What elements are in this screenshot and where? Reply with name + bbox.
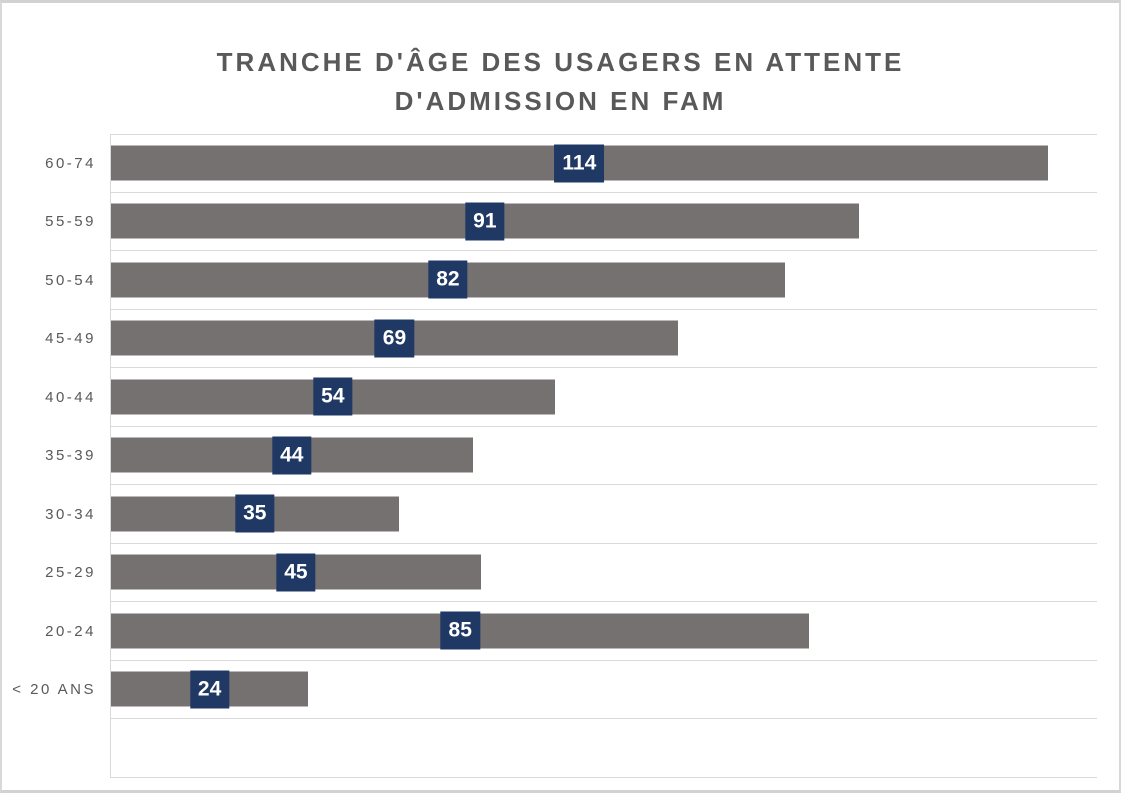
bar: 114 xyxy=(111,144,1048,183)
chart-title-line-2: D'ADMISSION EN FAM xyxy=(394,86,727,116)
plot-area: 60-74 114 55-59 91 50-54 82 45-49 69 40-44 54 35-3… xyxy=(2,134,1121,778)
value-label: 45 xyxy=(276,553,316,592)
bar: 45 xyxy=(111,553,481,592)
bar: 69 xyxy=(111,319,678,358)
bar-track: 91 xyxy=(110,192,1097,251)
category-label: 50-54 xyxy=(45,271,96,289)
rows: 60-74 114 55-59 91 50-54 82 45-49 69 40-44 54 35-3… xyxy=(2,134,1121,778)
value-label: 69 xyxy=(374,319,415,358)
value-label: 91 xyxy=(465,202,505,241)
value-label: 54 xyxy=(313,377,353,416)
category-label xyxy=(2,719,110,778)
bar-track xyxy=(110,719,1097,778)
category-label: 25-29 xyxy=(45,564,96,582)
bar: 54 xyxy=(111,377,555,416)
bar: 91 xyxy=(111,202,859,241)
category-label: < 20 ANS xyxy=(12,681,96,699)
value-label: 114 xyxy=(554,144,605,183)
category-row: 35-39 44 xyxy=(2,426,1121,485)
bar-track: 82 xyxy=(110,251,1097,310)
bar-track: 69 xyxy=(110,309,1097,368)
category-row: 60-74 114 xyxy=(2,134,1121,193)
value-label: 85 xyxy=(440,611,480,650)
empty-row xyxy=(2,719,1121,778)
category-label: 35-39 xyxy=(45,447,96,465)
category-row: 55-59 91 xyxy=(2,192,1121,251)
category-label: 20-24 xyxy=(45,622,96,640)
category-row: 45-49 69 xyxy=(2,309,1121,368)
chart-title: TRANCHE D'ÂGE DES USAGERS EN ATTENTE D'A… xyxy=(2,43,1119,121)
category-label: 30-34 xyxy=(45,505,96,523)
bar-track: 114 xyxy=(110,134,1097,193)
bar: 85 xyxy=(111,611,810,650)
value-label: 82 xyxy=(428,260,468,299)
value-label: 35 xyxy=(235,494,275,533)
value-label: 24 xyxy=(189,670,230,709)
chart-title-line-1: TRANCHE D'ÂGE DES USAGERS EN ATTENTE xyxy=(216,47,905,77)
bar-track: 44 xyxy=(110,426,1097,485)
category-label: 60-74 xyxy=(45,154,96,172)
bar: 24 xyxy=(111,670,309,709)
category-row: 20-24 85 xyxy=(2,602,1121,661)
category-label: 45-49 xyxy=(45,330,96,348)
bar-track: 45 xyxy=(110,543,1097,602)
category-label: 40-44 xyxy=(45,388,96,406)
bar-track: 35 xyxy=(110,485,1097,544)
bar-track: 85 xyxy=(110,602,1097,661)
bar: 44 xyxy=(111,436,473,475)
bar: 35 xyxy=(111,494,399,533)
category-row: 40-44 54 xyxy=(2,368,1121,427)
bar: 82 xyxy=(111,260,785,299)
bar-track: 24 xyxy=(110,660,1097,719)
bar-track: 54 xyxy=(110,368,1097,427)
category-row: 25-29 45 xyxy=(2,543,1121,602)
category-row: 50-54 82 xyxy=(2,251,1121,310)
category-row: 30-34 35 xyxy=(2,485,1121,544)
category-label: 55-59 xyxy=(45,213,96,231)
category-row: < 20 ANS 24 xyxy=(2,660,1121,719)
value-label: 44 xyxy=(272,436,312,475)
